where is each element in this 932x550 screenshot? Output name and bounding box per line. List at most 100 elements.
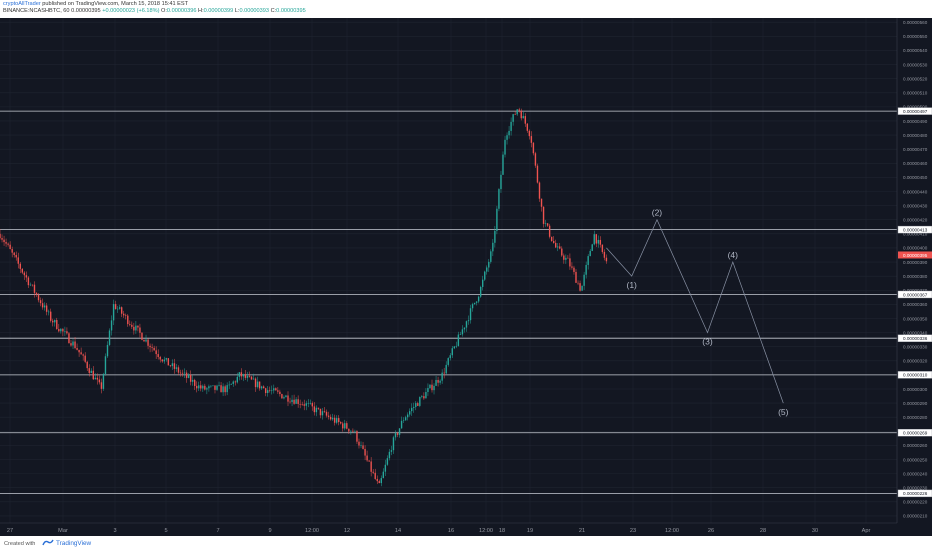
candle-body (224, 386, 226, 393)
candle-body (279, 391, 281, 395)
candle-body (447, 358, 449, 365)
candle-body (382, 471, 385, 479)
candle-body (406, 414, 409, 418)
candle-body (490, 251, 492, 262)
candle-body (498, 189, 500, 209)
candle-body (52, 320, 54, 323)
time-tick-label: Apr (862, 528, 871, 534)
candle-body (303, 404, 305, 406)
candle-body (145, 339, 147, 342)
candle-body (510, 121, 512, 131)
horizontal-levels[interactable] (0, 110, 897, 494)
candle-body (317, 407, 320, 409)
candle-body (344, 423, 346, 429)
candle-body (129, 324, 131, 325)
candle-body (165, 358, 168, 360)
tradingview-brand[interactable]: TradingView (42, 538, 91, 548)
candle-body (463, 327, 466, 330)
candle-body (567, 257, 569, 259)
price-tick-label: 0.00000500 (903, 105, 928, 110)
candle-body (597, 239, 600, 244)
time-tick-label: 21 (579, 528, 585, 534)
wave-label: (4) (728, 250, 739, 260)
price-axis-panel[interactable] (897, 18, 932, 536)
price-tick-label: 0.00000300 (903, 387, 928, 392)
level-price-badge (897, 371, 932, 379)
candle-body (66, 331, 68, 334)
candle-body (23, 272, 26, 276)
candle-body (179, 372, 182, 374)
price-chart[interactable]: (1)(2)(3)(4)(5) 0.000005600.000005500.00… (0, 18, 932, 536)
chart-header: cryptoAllTrader published on TradingView… (0, 0, 932, 18)
price-tick-label: 0.00000430 (903, 203, 928, 208)
ohlc-line: BINANCE:NCASHBTC, 60 0.00000395 +0.00000… (3, 8, 306, 15)
publish-line: cryptoAllTrader published on TradingView… (3, 1, 188, 8)
candle-body (64, 331, 66, 332)
symbol-label: BINANCE:NCASHBTC, 60 (3, 8, 70, 14)
candle-body (486, 267, 488, 272)
candle-body (118, 307, 121, 309)
level-price-badge (897, 225, 932, 234)
author-link[interactable]: cryptoAllTrader (3, 1, 41, 7)
candle-body (413, 406, 415, 408)
candle-body (583, 274, 585, 286)
candle-body (358, 441, 360, 446)
level-price-text: 0.00000310 (903, 373, 928, 378)
candle-body (47, 311, 50, 313)
candle-body (250, 376, 253, 380)
candle-body (319, 408, 322, 416)
candle-body (569, 258, 571, 267)
candle-body (599, 239, 602, 245)
time-tick-label: 16 (448, 528, 454, 534)
candle-body (161, 359, 163, 362)
candle-body (167, 358, 170, 366)
price-tick-label: 0.00000460 (903, 161, 928, 166)
candle-body (116, 308, 119, 310)
candle-body (210, 385, 212, 387)
candle-body (256, 381, 259, 388)
candle-body (325, 411, 328, 416)
candle-body (494, 230, 496, 243)
candle-body (366, 455, 368, 461)
candle-body (220, 385, 222, 393)
candle-body (273, 388, 275, 391)
candle-body (423, 396, 425, 399)
time-axis: 27 Mar 3 5 7 9 12:00 12 14 16 12:00 18 19 21 23 12:00 26… (7, 528, 871, 534)
candle-body (534, 153, 537, 166)
candle-body (370, 461, 372, 472)
open-label: O: (161, 8, 167, 14)
candle-body (187, 374, 190, 378)
candle-body (289, 401, 291, 403)
candle-body (177, 367, 180, 373)
candle-body (380, 478, 382, 484)
candle-body (234, 381, 236, 383)
candle-body (512, 114, 514, 122)
candle-body (82, 354, 84, 356)
wave-label: (3) (702, 337, 713, 347)
candle-body (98, 379, 101, 383)
candle-body (400, 420, 403, 429)
candle-body (54, 319, 56, 323)
candle-body (587, 256, 589, 265)
time-tick-label: 12:00 (665, 528, 679, 534)
candle-body (309, 403, 312, 404)
time-axis-panel[interactable] (0, 523, 897, 536)
candle-body (396, 433, 399, 435)
candle-body (84, 355, 86, 362)
candle-body (577, 282, 579, 284)
candle-body (226, 385, 228, 393)
candle-body (429, 384, 431, 389)
candle-body (143, 339, 145, 342)
price-tick-label: 0.00000480 (903, 133, 928, 138)
level-price-text: 0.00000413 (903, 227, 928, 232)
candle-body (522, 116, 524, 119)
candle-body (244, 374, 247, 378)
elliott-wave-projection[interactable]: (1) (2) (3) (4) (5) (606, 208, 789, 417)
candle-body (518, 109, 520, 111)
candle-body (139, 327, 141, 333)
candle-body (417, 403, 419, 406)
candle-body (506, 135, 508, 140)
candle-body (559, 246, 561, 249)
candle-body (104, 356, 107, 375)
candle-body (133, 326, 135, 331)
